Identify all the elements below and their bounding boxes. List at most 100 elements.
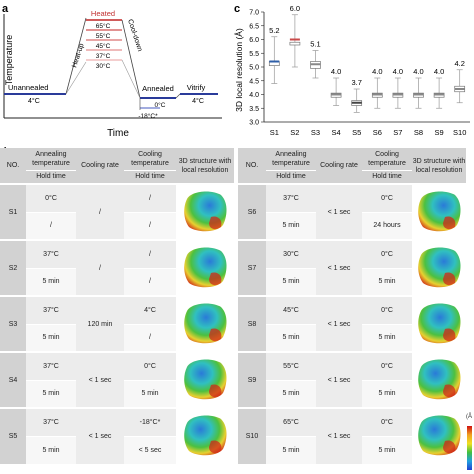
hdr-cool-hold-time: Hold time — [124, 169, 176, 184]
structure-map-cell — [176, 183, 234, 240]
cool-hold-cell: / — [124, 267, 176, 296]
category-label: S4 — [332, 128, 341, 137]
hdr-hold-time: Hold time — [26, 169, 76, 184]
median-value-label: 5.1 — [310, 40, 320, 49]
anneal-temp-cell: 65°C — [266, 407, 316, 436]
y-axis-label: Temperature — [4, 35, 14, 86]
median-value-label: 4.0 — [413, 67, 423, 76]
structure-heatmap-icon — [418, 415, 461, 456]
hdr-no: NO. — [0, 148, 26, 184]
hdr-annealing-temp-right: Annealing temperature — [266, 148, 316, 170]
cool-temp-cell: 4°C — [124, 295, 176, 324]
unannealed-label: Unannealed — [8, 83, 48, 92]
y-tick-label: 6.0 — [249, 37, 259, 44]
hdr-cooling-temp: Cooling temperature — [124, 148, 176, 170]
category-label: S3 — [311, 128, 320, 137]
heat-up-label: Heat-up — [71, 43, 85, 69]
cooling-rate-cell: < 1 sec — [316, 407, 362, 464]
heated-label: Heated — [91, 9, 115, 18]
cool-temp-cell: 0°C — [362, 407, 412, 436]
category-label: S10 — [453, 128, 466, 137]
category-label: S7 — [393, 128, 402, 137]
y-tick-label: 3.0 — [249, 120, 259, 127]
resolution-boxplot: c 3D local resolution (Å) 3.0 3.5 4.0 4.5 5.… — [234, 3, 470, 137]
category-label: S9 — [435, 128, 444, 137]
structure-map-cell — [176, 407, 234, 464]
median-value-label: 4.0 — [331, 67, 341, 76]
cool-temp-cell: / — [124, 239, 176, 268]
structure-map-cell — [176, 295, 234, 352]
row-no: S2 — [0, 239, 26, 296]
cool-hold-cell: / — [124, 323, 176, 352]
category-label: S5 — [352, 128, 361, 137]
anneal-temp-cell: 55°C — [266, 351, 316, 380]
structure-map-cell — [412, 239, 466, 296]
cool-temp-cell: 0°C — [362, 183, 412, 212]
row-no: S3 — [0, 295, 26, 352]
median-value-label: 4.0 — [434, 67, 444, 76]
structure-map-cell — [412, 183, 466, 240]
cooling-rate-cell: < 1 sec — [316, 295, 362, 352]
y-tick-label: 6.5 — [249, 23, 259, 30]
cool-hold-cell: 5 min — [362, 267, 412, 296]
cooling-rate-cell: < 1 sec — [316, 183, 362, 240]
hdr-no-right: NO. — [238, 148, 266, 184]
cool-down-slope — [121, 19, 141, 99]
median-value-label: 3.7 — [351, 78, 361, 87]
median-value-label: 4.0 — [372, 67, 382, 76]
hold-time-cell: 5 min — [26, 379, 76, 408]
structure-heatmap-icon — [418, 303, 461, 343]
cool-hold-cell: < 5 sec — [124, 435, 176, 464]
row-no: S5 — [0, 407, 26, 464]
structure-heatmap-icon — [184, 303, 227, 343]
median-value-label: 6.0 — [290, 4, 300, 13]
heated-temp-30: 30°C — [96, 62, 111, 70]
protocol-diagram: a Temperature Time Unannealed 4°C Heat-u… — [2, 3, 222, 139]
cool-hold-cell: 24 hours — [362, 211, 412, 240]
category-label: S6 — [373, 128, 382, 137]
boxplot-marks: 5.2 6.0 5.1 4.0 3.7 4.0 4.0 4.0 4.0 4.2 — [268, 4, 466, 113]
cooling-rate-cell: < 1 sec — [76, 351, 124, 408]
heated-temp-37: 37°C — [96, 52, 111, 60]
cooling-rate-cell: / — [76, 239, 124, 296]
row-no: S10 — [238, 407, 266, 464]
row-no: S6 — [238, 183, 266, 240]
cool-temp-cell: / — [124, 183, 176, 212]
anneal-temp-cell: 37°C — [26, 407, 76, 436]
hold-time-cell: 5 min — [26, 435, 76, 464]
cool-temp-cell: 0°C — [362, 351, 412, 380]
boxplot-y-label: 3D local resolution (Å) — [234, 28, 244, 112]
y-tick-label: 4.5 — [249, 78, 259, 85]
structure-heatmap-icon — [418, 191, 461, 231]
anneal-temp-cell: 30°C — [266, 239, 316, 268]
structure-heatmap-icon — [184, 359, 227, 399]
median-value-label: 4.2 — [454, 59, 464, 68]
hold-time-cell: 5 min — [26, 267, 76, 296]
category-label: S8 — [414, 128, 423, 137]
hold-time-cell: / — [26, 211, 76, 240]
hold-time-cell: 5 min — [266, 435, 316, 464]
annealed-temp-zero: 0°C — [155, 101, 166, 109]
median-value-label: 4.0 — [393, 67, 403, 76]
row-no: S4 — [0, 351, 26, 408]
vitrify-temp: 4°C — [192, 97, 204, 105]
median-value-label: 5.2 — [269, 26, 279, 35]
cool-temp-cell: -18°C* — [124, 407, 176, 436]
hdr-cooling-temp-right: Cooling temperature — [362, 148, 412, 170]
row-no: S9 — [238, 351, 266, 408]
hold-time-cell: 5 min — [266, 267, 316, 296]
anneal-temp-cell: 37°C — [26, 351, 76, 380]
hdr-cooling-rate-right: Cooling rate — [316, 148, 362, 184]
conditions-table-left: NO. Annealing temperature Cooling rate C… — [0, 148, 234, 464]
cooling-rate-cell: < 1 sec — [316, 239, 362, 296]
cool-down-slope-low — [121, 59, 141, 99]
row-no: S1 — [0, 183, 26, 240]
structure-map-cell — [412, 351, 466, 408]
structure-map-cell — [412, 407, 466, 464]
annealed-temp-minus18: -18°C* — [138, 112, 158, 120]
y-tick-label: 5.5 — [249, 51, 259, 58]
cooling-rate-cell: / — [76, 183, 124, 240]
hdr-cooling-rate: Cooling rate — [76, 148, 124, 184]
cool-hold-cell: 5 min — [124, 379, 176, 408]
structure-heatmap-icon — [418, 247, 461, 287]
